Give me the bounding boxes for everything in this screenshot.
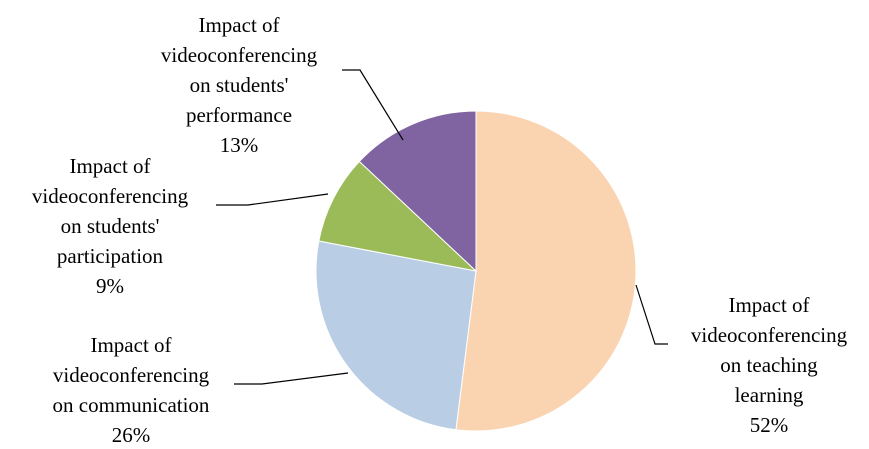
leader-lines — [216, 69, 668, 385]
leader-line-4 — [342, 69, 404, 141]
slice-value-label: 26% — [112, 423, 151, 447]
slice-name-line: learning — [735, 383, 804, 407]
slice-name-line: Impact of — [198, 13, 279, 37]
slice-name-line: on students' — [190, 73, 289, 97]
slice-name-line: performance — [186, 103, 292, 127]
slice-name-line: on communication — [53, 393, 210, 417]
leader-line-2 — [234, 372, 349, 385]
slice-label-4: Impact of videoconferencing on students' pe… — [161, 13, 318, 157]
pie-slice-4 — [358, 110, 477, 273]
slice-name-line: Impact of — [728, 293, 809, 317]
slice-name-line: Impact of — [69, 154, 150, 178]
slice-name-line: videoconferencing — [53, 363, 210, 387]
pie-slice-1 — [455, 110, 637, 432]
slice-name-line: videoconferencing — [691, 323, 848, 347]
slice-name-line: on teaching — [720, 353, 818, 377]
slice-name-line: Impact of — [90, 333, 171, 357]
slice-label-3: Impact of videoconferencing on students' pa… — [32, 154, 189, 298]
leader-line-3 — [216, 193, 329, 206]
slice-value-label: 9% — [96, 274, 124, 298]
slice-labels: Impact of videoconferencing on teaching lea… — [32, 13, 848, 447]
slice-value-label: 13% — [220, 133, 259, 157]
slice-name-line: on students' — [61, 214, 160, 238]
slice-name-line: participation — [57, 244, 164, 268]
pie-slices — [315, 110, 637, 432]
slice-label-2: Impact of videoconferencing on communicati… — [53, 333, 210, 447]
slice-label-1: Impact of videoconferencing on teaching lea… — [691, 293, 848, 437]
pie-slice-3 — [318, 160, 478, 272]
slice-name-line: videoconferencing — [32, 184, 189, 208]
pie-slice-2 — [315, 240, 477, 431]
slice-name-line: videoconferencing — [161, 43, 318, 67]
slice-value-label: 52% — [750, 413, 789, 437]
leader-line-1 — [635, 284, 668, 345]
